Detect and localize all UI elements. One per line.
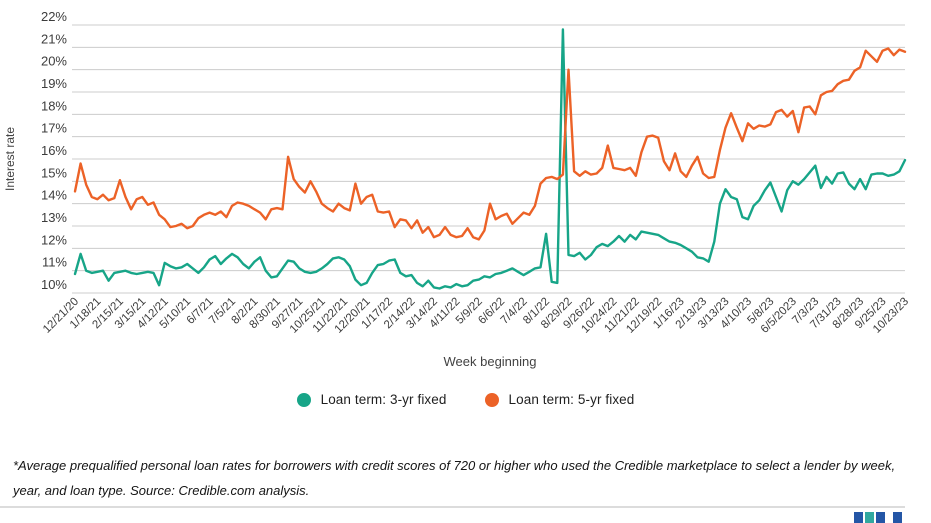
rate-line-chart-svg: 22% 21% 20% 19% 18% 17% 16% 15% 14% 13% 12% 11% 10% I…	[3, 9, 911, 369]
y-axis-tick-label: 12%	[41, 232, 67, 247]
y-axis-tick-label: 14%	[41, 188, 67, 203]
y-axis-tick-label: 20%	[41, 54, 67, 69]
legend-dot-5yr-icon	[484, 392, 499, 407]
series-line-3yr-fixed	[73, 28, 907, 290]
y-axis-tick-label: 15%	[41, 165, 67, 180]
y-axis-tick-label: 13%	[41, 210, 67, 225]
footer-divider	[0, 506, 905, 508]
credible-logo-mark	[854, 512, 924, 523]
logo-bar-icon	[876, 512, 885, 523]
legend-label-3yr: Loan term: 3-yr fixed	[320, 392, 447, 407]
logo-bar-icon	[854, 512, 863, 523]
y-axis-tick-label: 21%	[41, 31, 67, 46]
y-axis-tick-label: 17%	[41, 121, 67, 136]
logo-bar-icon	[893, 512, 902, 523]
series-line-5yr-fixed	[73, 47, 907, 241]
chart-legend: Loan term: 3-yr fixed Loan term: 5-yr fi…	[0, 392, 931, 407]
y-axis-tick-label: 22%	[41, 9, 67, 24]
footnote-text: *Average prequalified personal loan rate…	[13, 458, 896, 499]
y-axis-tick-label: 16%	[41, 143, 67, 158]
y-axis-tick-label: 18%	[41, 98, 67, 113]
y-axis-tick-label: 19%	[41, 76, 67, 91]
legend-label-5yr: Loan term: 5-yr fixed	[508, 392, 635, 407]
y-axis-tick-label: 11%	[42, 255, 67, 270]
y-axis-tick-label: 10%	[41, 277, 67, 292]
x-axis-title: Week beginning	[444, 354, 537, 369]
logo-bar-icon	[865, 512, 874, 523]
y-axis-title: Interest rate	[3, 127, 17, 191]
legend-dot-3yr-icon	[296, 392, 311, 407]
legend-item-5yr[interactable]: Loan term: 5-yr fixed	[484, 392, 635, 407]
legend-item-3yr[interactable]: Loan term: 3-yr fixed	[296, 392, 447, 407]
rate-line-chart: 22% 21% 20% 19% 18% 17% 16% 15% 14% 13% 12% 11% 10% I…	[3, 9, 911, 369]
